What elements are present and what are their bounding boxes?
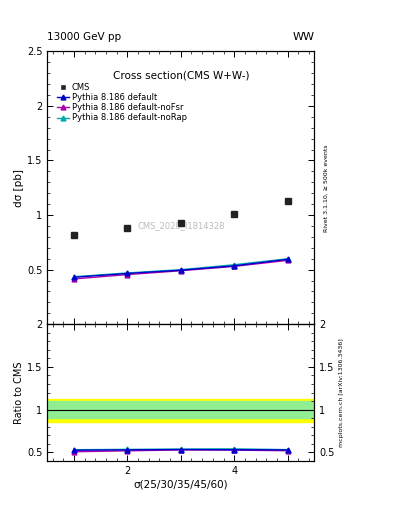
Legend: CMS, Pythia 8.186 default, Pythia 8.186 default-noFsr, Pythia 8.186 default-noRa: CMS, Pythia 8.186 default, Pythia 8.186 … xyxy=(57,82,187,122)
Y-axis label: Rivet 3.1.10, ≥ 500k events: Rivet 3.1.10, ≥ 500k events xyxy=(323,144,329,231)
Bar xyxy=(47,401,314,418)
Text: WW: WW xyxy=(292,32,314,42)
Y-axis label: dσ [pb]: dσ [pb] xyxy=(14,169,24,207)
Y-axis label: mcplots.cern.ch [arXiv:1306.3436]: mcplots.cern.ch [arXiv:1306.3436] xyxy=(339,338,344,447)
X-axis label: σ(25/30/35/45/60): σ(25/30/35/45/60) xyxy=(134,480,228,490)
Text: 13000 GeV pp: 13000 GeV pp xyxy=(47,32,121,42)
Y-axis label: Ratio to CMS: Ratio to CMS xyxy=(14,361,24,424)
Text: CMS_2020_I1814328: CMS_2020_I1814328 xyxy=(137,222,224,230)
Text: Cross section(CMS W+W-): Cross section(CMS W+W-) xyxy=(112,70,249,80)
Bar xyxy=(47,399,314,422)
